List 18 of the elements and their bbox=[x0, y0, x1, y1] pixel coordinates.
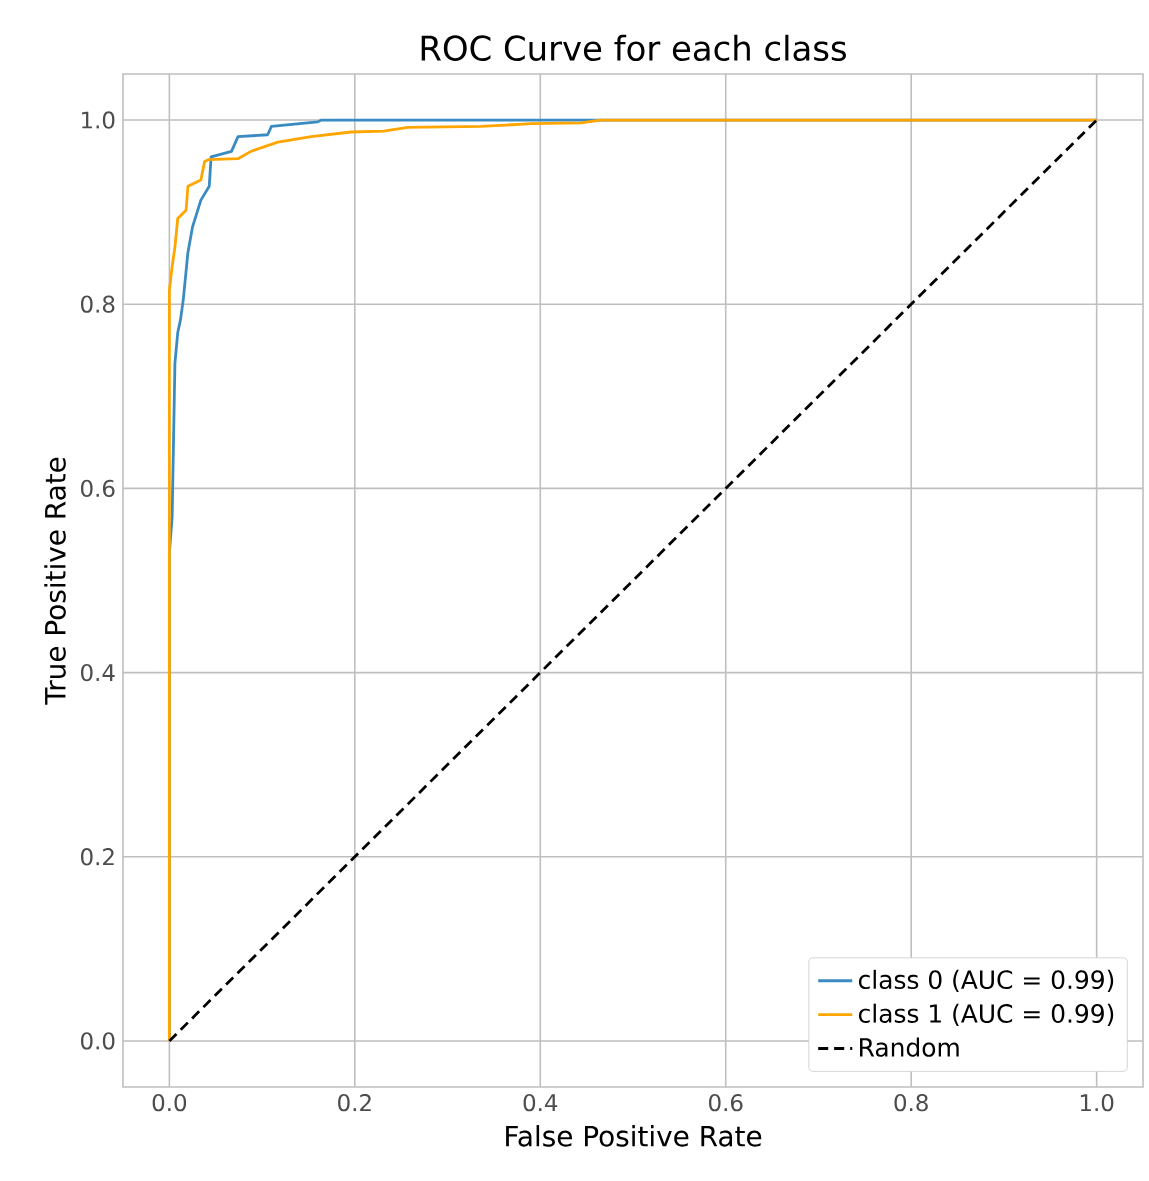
x-tick-label: 0.0 bbox=[152, 1094, 187, 1112]
y-axis-title: True Positive Rate bbox=[44, 457, 66, 705]
x-tick-label: 0.8 bbox=[894, 1094, 928, 1112]
legend-label: class 0 (AUC = 0.99) bbox=[858, 969, 1114, 993]
y-tick-label: 0.6 bbox=[81, 479, 115, 498]
x-axis-title: False Positive Rate bbox=[506, 1125, 762, 1147]
y-tick-label: 0.0 bbox=[81, 1032, 115, 1050]
y-tick-label: 0.2 bbox=[81, 848, 114, 866]
y-tick-label: 1.0 bbox=[82, 111, 115, 129]
y-tick-label: 0.4 bbox=[81, 663, 115, 682]
x-tick-label: 0.6 bbox=[709, 1094, 743, 1112]
x-tick-label: 0.4 bbox=[523, 1094, 558, 1112]
x-tick-label: 0.2 bbox=[338, 1094, 371, 1112]
y-tick-label: 0.8 bbox=[81, 295, 115, 313]
legend-label: class 1 (AUC = 0.99) bbox=[858, 1003, 1114, 1026]
x-tick-label: 1.0 bbox=[1080, 1094, 1114, 1112]
legend-label: Random bbox=[860, 1037, 959, 1057]
chart-title: ROC Curve for each class bbox=[421, 34, 846, 61]
